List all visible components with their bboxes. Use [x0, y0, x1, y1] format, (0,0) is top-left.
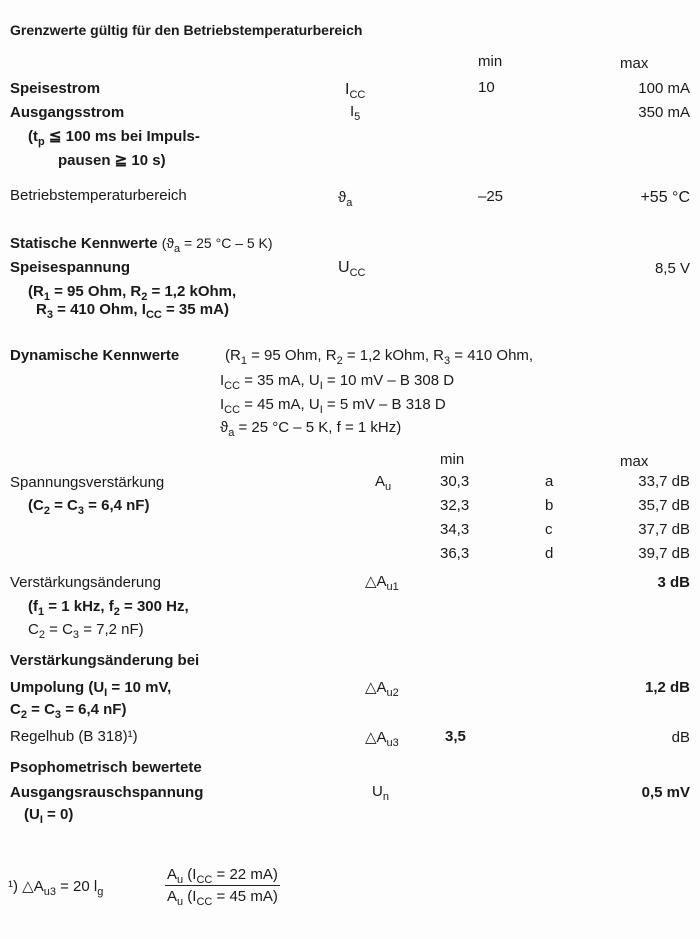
condition-line: R3 = 410 Ohm, ICC = 35 mA) [36, 301, 229, 321]
condition-line: (C2 = C3 = 6,4 nF) [28, 497, 150, 517]
condition-line: ϑa = 25 °C – 5 K, f = 1 kHz) [220, 419, 402, 439]
condition-line: (UI = 0) [24, 806, 74, 826]
group-letter: c [545, 521, 553, 538]
symbol-un: Un [372, 783, 389, 803]
label-noise: Psophometrisch bewertete [10, 759, 202, 776]
group-letter: a [545, 473, 554, 490]
section-static: Statische Kennwerte (ϑa = 25 °C – 5 K) [10, 233, 273, 255]
label-control-range: Regelhub (B 318)¹) [10, 728, 138, 745]
value-min: 32,3 [440, 497, 470, 514]
column-header-min: min [478, 53, 503, 70]
label-supply-current: Speisestrom [10, 80, 101, 97]
value-min: 34,3 [440, 521, 470, 538]
value-max: 33,7 dB [638, 473, 690, 490]
value-min: 30,3 [440, 473, 470, 490]
value-min: 10 [478, 79, 495, 96]
condition-line: (R1 = 95 Ohm, R2 = 1,2 kOhm, [28, 283, 237, 303]
group-letter: d [545, 545, 554, 562]
value-max: 37,7 dB [638, 521, 690, 538]
condition-line: (tp ≦ 100 ms bei Impuls- [28, 128, 200, 148]
value-max: +55 °C [640, 189, 690, 206]
column-header-max: max [620, 453, 649, 470]
value-max: 8,5 V [654, 260, 690, 277]
footnote-numerator: Au (ICC = 22 mA) [165, 866, 280, 886]
value-max: 350 mA [638, 104, 690, 121]
value-max: 35,7 dB [638, 497, 690, 514]
column-header-min: min [440, 451, 465, 468]
label-polarity-change-2: Umpolung (UI = 10 mV, [10, 679, 172, 699]
column-header-max: max [620, 55, 649, 72]
footnote-lhs: ¹) △Au3 = 20 lg [8, 878, 104, 898]
symbol-icc: ICC [345, 81, 366, 101]
symbol-delta-au1: △Au1 [365, 573, 399, 593]
footnote-fraction: Au (ICC = 22 mA) Au (ICC = 45 mA) [165, 866, 280, 908]
section-heading: Statische Kennwerte [10, 235, 158, 252]
condition-line: C2 = C3 = 6,4 nF) [10, 701, 127, 721]
label-output-current: Ausgangsstrom [10, 104, 125, 121]
value-max: 39,7 dB [638, 545, 690, 562]
label-supply-voltage: Speisespannung [10, 259, 131, 276]
value-max: 1,2 dB [644, 679, 690, 696]
footnote-denominator: Au (ICC = 45 mA) [167, 888, 278, 908]
label-operating-temp: Betriebstemperaturbereich [10, 187, 187, 204]
symbol-ucc: UCC [338, 259, 366, 279]
label-polarity-change: Verstärkungsänderung bei [10, 652, 200, 669]
condition-line: (f1 = 1 kHz, f2 = 300 Hz, [28, 598, 189, 618]
symbol-i5: I5 [350, 103, 361, 123]
condition-line: pausen ≧ 10 s) [58, 152, 166, 169]
symbol-au: Au [375, 473, 392, 493]
condition-line: (R1 = 95 Ohm, R2 = 1,2 kOhm, R3 = 410 Oh… [225, 347, 534, 367]
section-condition: (ϑa = 25 °C – 5 K) [161, 235, 273, 255]
value-max: 0,5 mV [641, 784, 690, 801]
value-min: –25 [478, 188, 504, 205]
symbol-delta-au2: △Au2 [365, 679, 399, 699]
value-max: 100 mA [638, 80, 690, 97]
condition-line: ICC = 35 mA, UI = 10 mV – B 308 D [220, 372, 455, 392]
symbol-theta-a: ϑa [338, 189, 353, 209]
label-gain-change: Verstärkungsänderung [10, 574, 161, 591]
label-voltage-gain: Spannungsverstärkung [10, 474, 165, 491]
section-title-limits: Grenzwerte gültig für den Betriebstemper… [10, 22, 363, 38]
section-heading-dynamic: Dynamische Kennwerte [10, 347, 180, 364]
group-letter: b [545, 497, 554, 514]
value-min: 36,3 [440, 545, 470, 562]
value-unit: dB [671, 729, 690, 746]
condition-line: ICC = 45 mA, UI = 5 mV – B 318 D [220, 396, 446, 416]
symbol-delta-au3: △Au3 [365, 729, 399, 749]
condition-line: C2 = C3 = 7,2 nF) [28, 621, 144, 641]
label-noise-2: Ausgangsrauschspannung [10, 784, 204, 801]
value-max: 3 dB [657, 574, 690, 591]
value-min: 3,5 [445, 728, 466, 745]
